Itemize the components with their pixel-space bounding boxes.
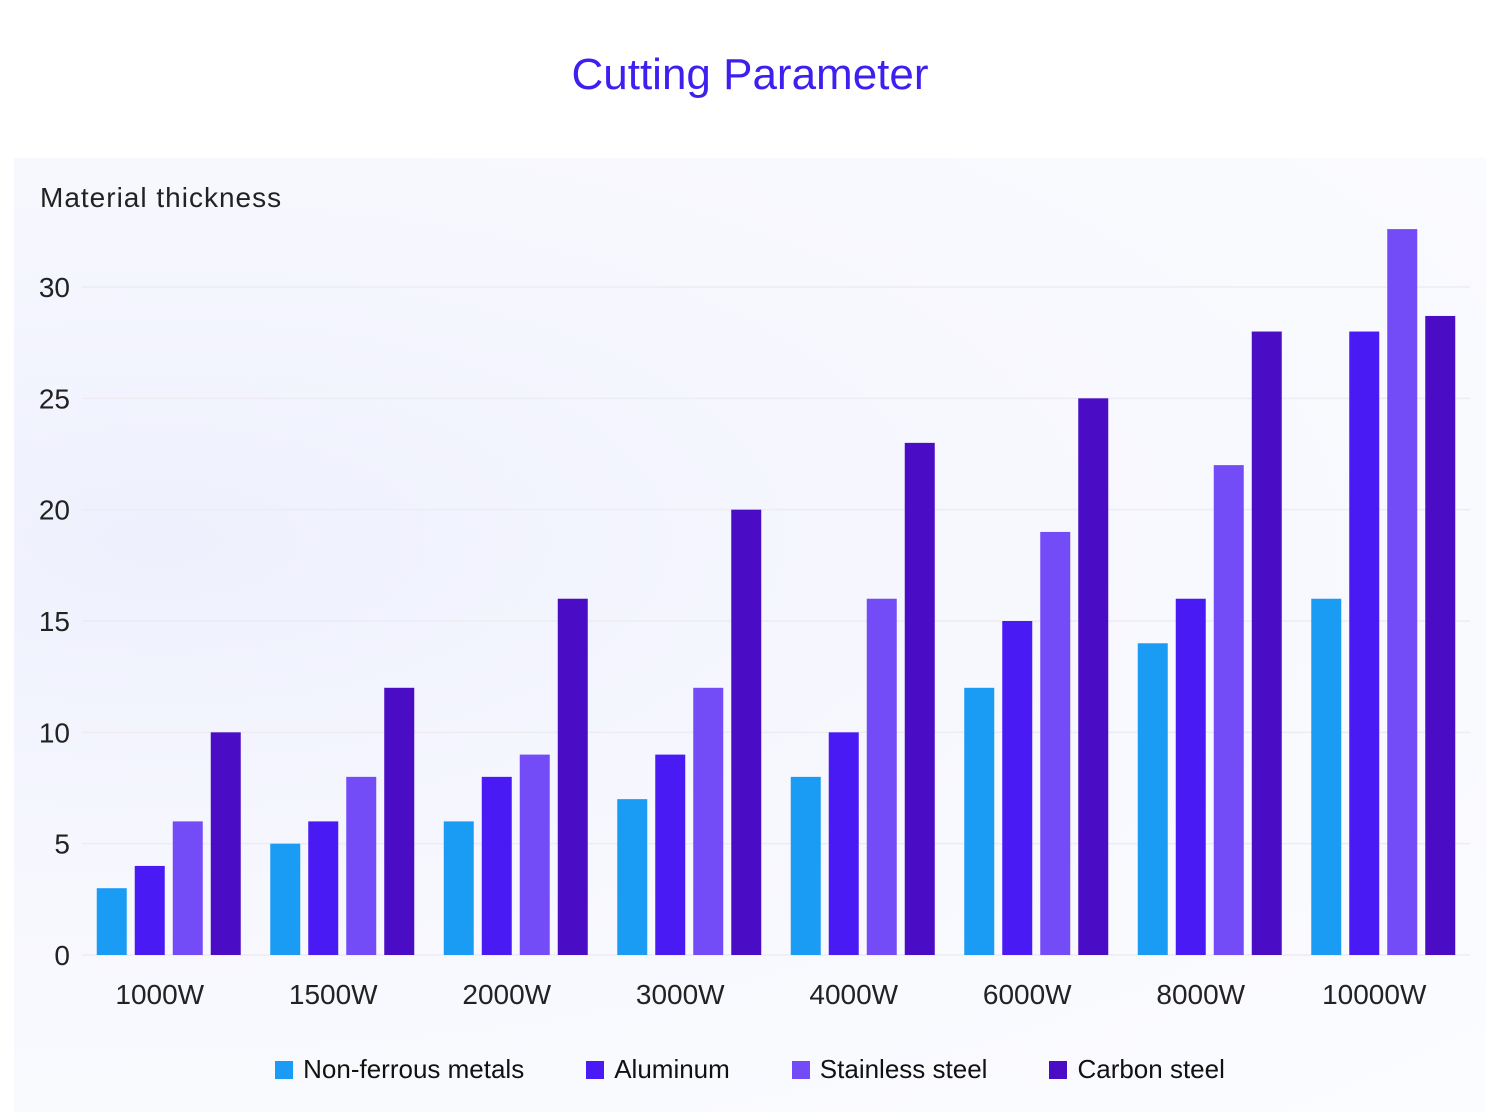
- legend-label: Stainless steel: [819, 1054, 988, 1084]
- bar-3000W-non-ferrous-metals[interactable]: [617, 799, 648, 955]
- bar-10000W-stainless-steel[interactable]: [1387, 229, 1418, 955]
- bar-3000W-carbon-steel[interactable]: [731, 509, 762, 955]
- bar-8000W-stainless-steel[interactable]: [1213, 465, 1244, 955]
- x-tick-label: 1500W: [289, 979, 378, 1010]
- x-tick-label: 3000W: [636, 979, 725, 1010]
- bar-1000W-non-ferrous-metals[interactable]: [96, 888, 127, 955]
- x-tick-label: 2000W: [462, 979, 551, 1010]
- bar-1000W-stainless-steel[interactable]: [172, 821, 203, 955]
- y-tick-label: 30: [39, 272, 70, 303]
- bar-4000W-aluminum[interactable]: [828, 732, 859, 955]
- legend-label: Non-ferrous metals: [303, 1054, 525, 1084]
- bar-2000W-aluminum[interactable]: [481, 776, 512, 955]
- bar-3000W-aluminum[interactable]: [655, 754, 686, 955]
- bar-8000W-carbon-steel[interactable]: [1251, 331, 1282, 955]
- x-tick-label: 8000W: [1156, 979, 1245, 1010]
- bar-4000W-stainless-steel[interactable]: [866, 598, 897, 955]
- legend-swatch: [275, 1060, 294, 1079]
- legend-swatch: [1049, 1060, 1068, 1079]
- bar-10000W-aluminum[interactable]: [1349, 331, 1380, 955]
- bar-1500W-non-ferrous-metals[interactable]: [270, 843, 301, 955]
- y-tick-label: 10: [39, 717, 70, 748]
- y-tick-label: 15: [39, 606, 70, 637]
- bar-8000W-aluminum[interactable]: [1175, 598, 1206, 955]
- y-tick-label: 5: [54, 829, 70, 860]
- x-tick-label: 1000W: [115, 979, 204, 1010]
- bar-6000W-carbon-steel[interactable]: [1078, 398, 1109, 955]
- bar-2000W-non-ferrous-metals[interactable]: [443, 821, 474, 955]
- bar-1500W-stainless-steel[interactable]: [346, 776, 377, 955]
- bar-6000W-aluminum[interactable]: [1002, 621, 1033, 955]
- bar-4000W-carbon-steel[interactable]: [904, 442, 935, 955]
- legend-swatch: [586, 1060, 605, 1079]
- y-axis-label: Material thickness: [40, 182, 282, 213]
- y-tick-label: 20: [39, 495, 70, 526]
- legend: Non-ferrous metals Aluminum Stainless stee…: [0, 1054, 1500, 1085]
- legend-item[interactable]: Non-ferrous metals: [275, 1054, 524, 1085]
- bar-1500W-carbon-steel[interactable]: [384, 687, 415, 955]
- x-tick-label: 10000W: [1322, 979, 1427, 1010]
- bar-6000W-non-ferrous-metals[interactable]: [964, 687, 995, 955]
- bar-10000W-carbon-steel[interactable]: [1425, 315, 1456, 955]
- bar-1000W-aluminum[interactable]: [134, 865, 165, 955]
- bar-8000W-non-ferrous-metals[interactable]: [1137, 643, 1168, 955]
- legend-swatch: [791, 1060, 810, 1079]
- x-tick-label: 6000W: [983, 979, 1072, 1010]
- legend-item[interactable]: Stainless steel: [791, 1054, 988, 1085]
- bar-1500W-aluminum[interactable]: [308, 821, 339, 955]
- y-tick-label: 25: [39, 383, 70, 414]
- bar-1000W-carbon-steel[interactable]: [210, 732, 241, 955]
- y-tick-label: 0: [54, 940, 70, 971]
- legend-label: Aluminum: [614, 1054, 730, 1084]
- bar-3000W-stainless-steel[interactable]: [693, 687, 724, 955]
- bar-2000W-carbon-steel[interactable]: [557, 598, 588, 955]
- legend-item[interactable]: Aluminum: [586, 1054, 730, 1085]
- legend-label: Carbon steel: [1077, 1054, 1225, 1084]
- bar-4000W-non-ferrous-metals[interactable]: [790, 776, 821, 955]
- bar-6000W-stainless-steel[interactable]: [1040, 531, 1071, 955]
- x-tick-label: 4000W: [809, 979, 898, 1010]
- bar-2000W-stainless-steel[interactable]: [519, 754, 550, 955]
- chart-title: Cutting Parameter: [571, 50, 929, 99]
- bar-10000W-non-ferrous-metals[interactable]: [1311, 598, 1342, 955]
- legend-item[interactable]: Carbon steel: [1049, 1054, 1225, 1085]
